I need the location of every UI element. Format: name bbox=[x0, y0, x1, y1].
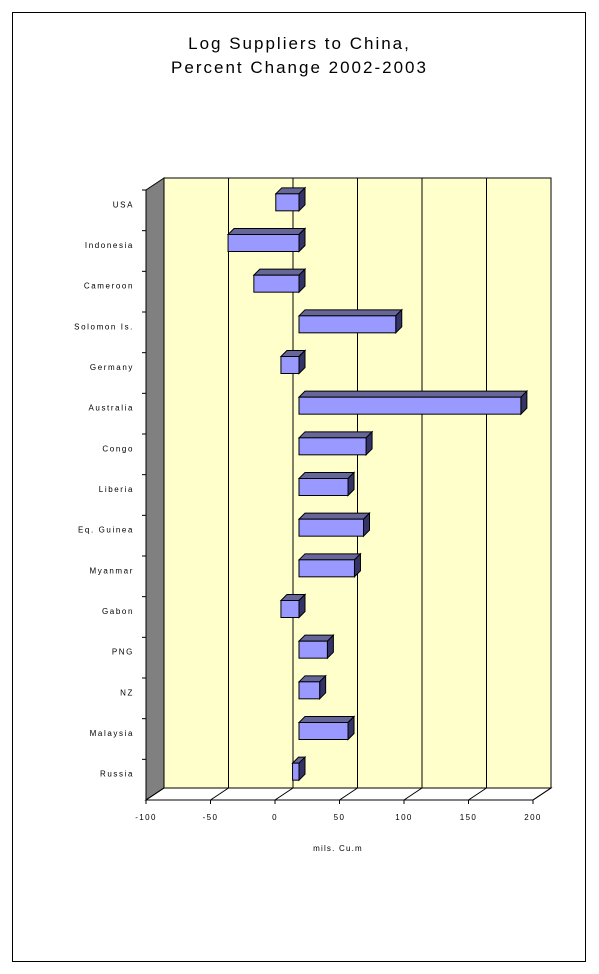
chart-title-line-2: Percent Change 2002-2003 bbox=[171, 58, 428, 77]
plot-side-wall bbox=[145, 177, 165, 801]
floor-gridline bbox=[210, 787, 229, 801]
floor-gridline bbox=[339, 787, 358, 801]
bar bbox=[298, 722, 349, 740]
x-axis-label: mils. Cu.m bbox=[313, 844, 363, 853]
floor-gridline bbox=[468, 787, 487, 801]
x-tick-label: 100 bbox=[395, 813, 413, 822]
category-label: Australia bbox=[88, 404, 134, 413]
bar bbox=[298, 315, 397, 334]
bar bbox=[298, 478, 349, 496]
category-label: Solomon Is. bbox=[74, 322, 134, 331]
category-label: Cameroon bbox=[84, 282, 134, 291]
bar bbox=[275, 193, 300, 212]
floor-gridline bbox=[274, 787, 294, 801]
bar-top-face bbox=[297, 553, 362, 561]
category-label: Myanmar bbox=[89, 566, 134, 575]
bar bbox=[298, 559, 355, 578]
x-tick-label: -50 bbox=[203, 813, 219, 822]
bar bbox=[298, 681, 321, 700]
bar-top-face bbox=[297, 472, 356, 479]
x-tick-label: 0 bbox=[272, 813, 278, 822]
category-label: Eq. Guinea bbox=[78, 526, 134, 535]
bar-top-face bbox=[297, 431, 374, 439]
bar bbox=[280, 600, 300, 618]
x-tick-label: 50 bbox=[334, 813, 346, 822]
bar bbox=[280, 356, 300, 374]
category-label: Liberia bbox=[99, 485, 134, 494]
category-label: Russia bbox=[100, 770, 134, 779]
category-label: Indonesia bbox=[85, 241, 134, 250]
bar-top-face bbox=[297, 512, 371, 520]
category-label: Germany bbox=[90, 363, 134, 372]
bar bbox=[292, 762, 300, 781]
x-tick-label: 150 bbox=[460, 813, 478, 822]
category-label: Malaysia bbox=[90, 729, 134, 738]
category-label: Congo bbox=[102, 444, 134, 453]
category-label: USA bbox=[113, 200, 134, 209]
bar bbox=[227, 234, 300, 252]
x-tick-label: -100 bbox=[135, 813, 157, 822]
bar bbox=[253, 274, 300, 293]
chart-title-line-1: Log Suppliers to China, bbox=[188, 34, 411, 53]
bar bbox=[298, 396, 522, 415]
category-label: PNG bbox=[112, 648, 134, 657]
floor-gridline bbox=[532, 787, 552, 801]
bar bbox=[298, 640, 328, 659]
bar-top-face bbox=[226, 228, 307, 235]
floor-gridline bbox=[145, 787, 165, 801]
x-tick-label: 200 bbox=[524, 813, 542, 822]
bar-top-face bbox=[297, 716, 356, 723]
category-label: Gabon bbox=[102, 607, 134, 616]
bar-top-face bbox=[297, 390, 529, 398]
bar-top-face bbox=[252, 268, 307, 276]
bar-top-face bbox=[297, 309, 403, 317]
category-label: NZ bbox=[120, 688, 134, 697]
floor-gridline bbox=[403, 787, 423, 801]
bar bbox=[298, 437, 367, 456]
bar bbox=[298, 518, 364, 537]
chart-frame bbox=[12, 12, 586, 962]
